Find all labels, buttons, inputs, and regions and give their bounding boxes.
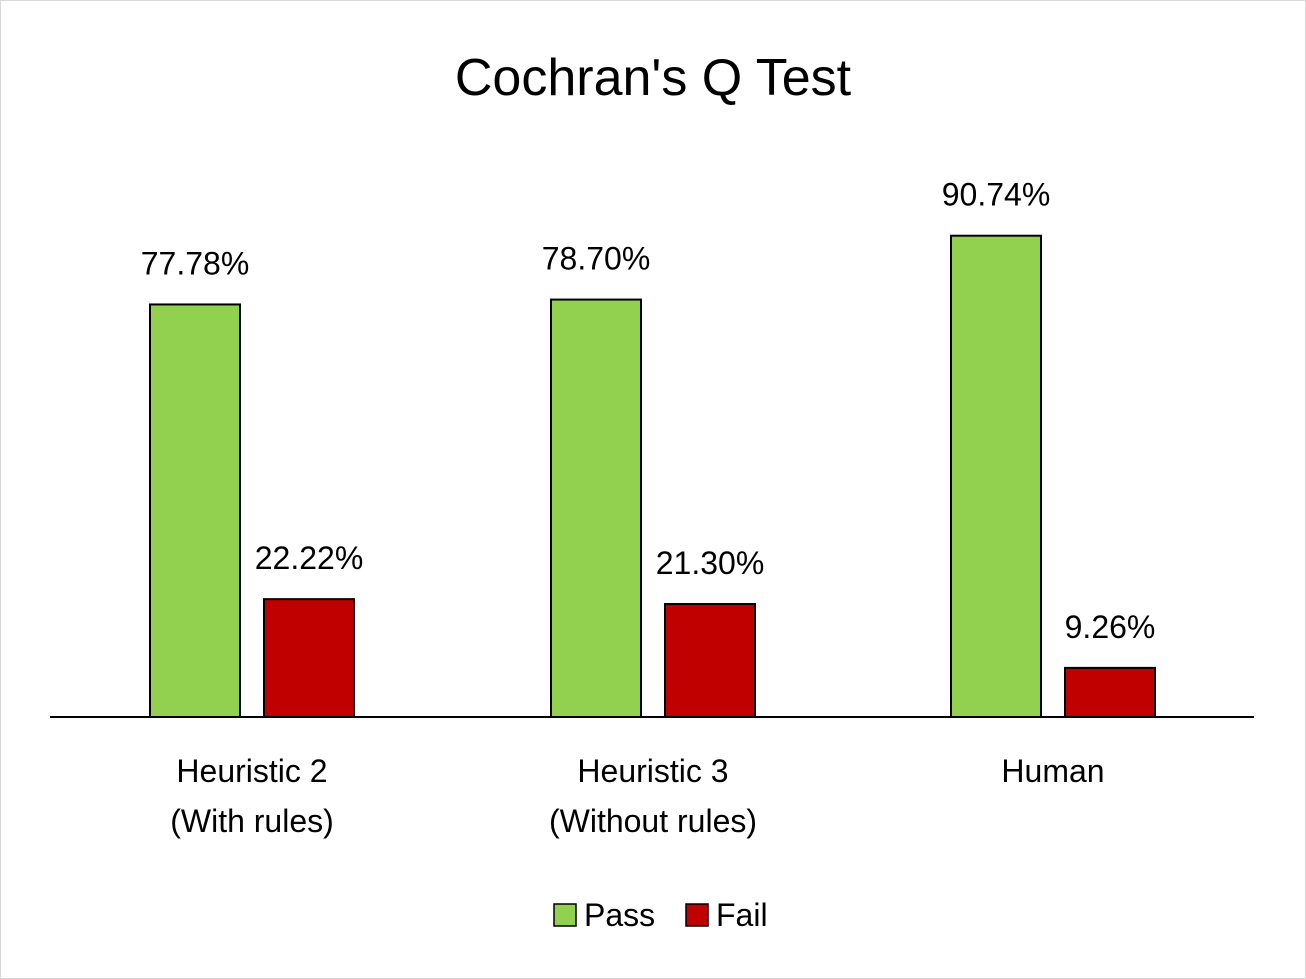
legend-label-pass: Pass [584, 897, 655, 933]
data-label-fail-2: 9.26% [1065, 609, 1156, 645]
legend-swatch-pass [553, 903, 577, 927]
data-label-pass-0: 77.78% [141, 245, 250, 281]
bar-pass-0 [149, 303, 241, 718]
data-label-pass-1: 78.70% [542, 241, 651, 277]
x-tick-label-0-line-0: Heuristic 2 [176, 753, 327, 789]
bars-group [149, 234, 1156, 719]
x-tick-label-2-line-0: Human [1001, 753, 1104, 789]
bar-pass-2 [950, 234, 1042, 719]
legend-swatch-fail [685, 903, 709, 927]
data-label-fail-1: 21.30% [656, 545, 765, 581]
bar-fail-0 [263, 598, 355, 719]
x-tick-labels-group: Heuristic 2 (With rules) Heuristic 3 (Witho… [170, 753, 1104, 839]
data-labels-group: 77.78% 78.70% 90.74% 22.22% 21.30% 9.26% [141, 177, 1156, 645]
bar-fail-2 [1064, 666, 1156, 718]
x-tick-label-1-line-0: Heuristic 3 [577, 753, 728, 789]
bar-pass-1 [550, 298, 642, 718]
legend-label-fail: Fail [716, 897, 768, 933]
x-tick-label-1-line-1: (Without rules) [549, 803, 757, 839]
data-label-pass-2: 90.74% [942, 177, 1051, 213]
x-tick-label-0-line-1: (With rules) [170, 803, 334, 839]
legend: Pass Fail [553, 897, 768, 933]
data-label-fail-0: 22.22% [255, 540, 364, 576]
chart-title: Cochran's Q Test [455, 49, 852, 107]
bar-fail-1 [664, 603, 756, 718]
